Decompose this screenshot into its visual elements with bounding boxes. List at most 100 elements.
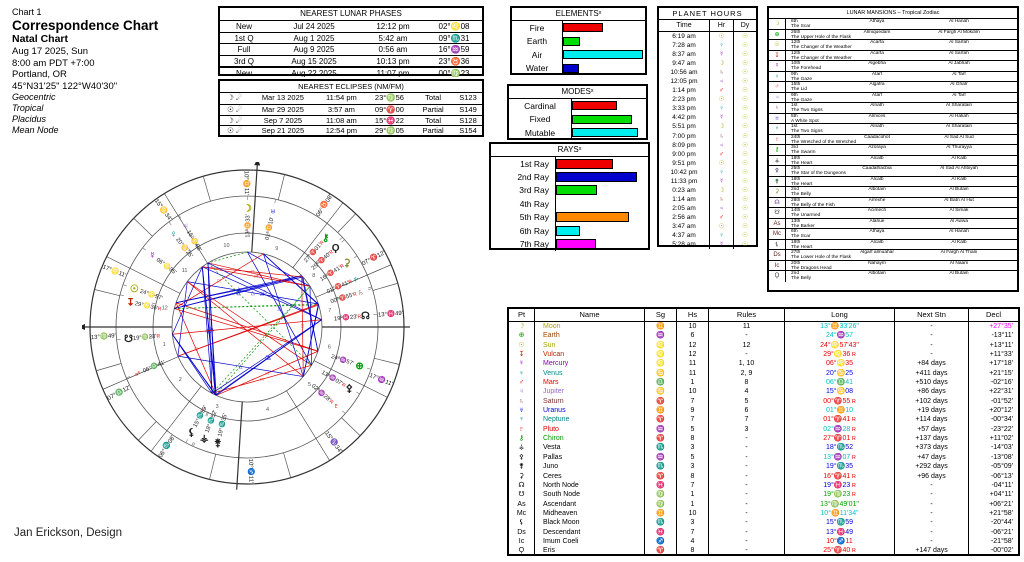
planet-sign-icon: ♋ [645,387,677,397]
mansion-arabic-name: Al Hakah [949,113,969,119]
planet-tick [192,442,196,447]
hour-time: 9:00 pm [659,149,710,159]
day-ruler-icon: ☉ [742,177,748,185]
mansion-name: Albotain [868,187,886,192]
bar-area [562,21,645,35]
square-aspect-icon: □ [217,279,220,285]
hour-ruler-icon: ♀ [710,104,734,114]
planet-next-station: +102 days [895,396,969,407]
mansion-point-icon: ☋ [769,208,786,218]
planet-tick [205,412,208,416]
eclipse-row: ☽ ☄ Mar 13 2025 11:54 pm 23°♍56 Total S123 [220,93,482,104]
sign-boundary [94,289,120,297]
mansion-meaning: The Changer of the Weather [791,55,852,60]
mansion-arabic-name: Al Awwa [949,218,969,224]
midheaven-arrow-icon [254,162,261,166]
hour-ruler-icon: ♃ [710,203,734,213]
moon-icon: ☽ [243,204,252,215]
planet-declination: -00°34' [990,416,1013,424]
sextile-aspect-line [172,266,203,335]
mansion-name: Athaya [869,19,885,24]
planet-tick [367,286,372,289]
planet-tick [317,388,321,392]
col-rules: Rules [709,309,785,321]
hour-ruler-icon: ♄ [710,194,734,204]
planet-rules: - [709,536,785,547]
planet-declination: -21°58' [990,537,1013,545]
square-aspect-icon: □ [257,272,260,278]
planet-name: Earth [535,331,645,341]
house-cusp [313,360,388,398]
elements-chart-title: ELEMENTSˣ [512,8,645,21]
lunar-mansions-table: ☽ 6th Athaya Al Hanah The Scar ⊕ 26th Almiqueda… [769,19,1017,282]
planet-sign-icon: ♓ [645,527,677,537]
hour-ruler-icon: ☿ [710,50,734,60]
mansion-point-icon: ♃ [769,92,786,102]
planet-tick [156,363,161,366]
square-aspect-icon: □ [301,324,304,330]
mansion-info: 18th Alcalb Al Kalb The Heart [786,240,1017,250]
planet-name: Vulcan [535,350,645,360]
trine-aspect-line [201,266,213,394]
planet-name: Chiron [535,434,645,444]
mansion-ordinal: 2nd [791,187,800,192]
planet-tick [191,442,194,446]
phase-name: New [235,22,252,31]
modes-row: Fixed [509,112,646,127]
planet-tick [122,284,127,287]
retrograde-marker: R [850,473,856,480]
hour-ruler-icon: ☿ [710,113,734,123]
planet-name: North Node [535,480,645,491]
mars-icon: ♂ [509,378,535,388]
day-ruler-icon: ☉ [742,123,748,131]
mansion-info: 6th Athaya Al Hanah The Scar [786,229,1017,239]
juno-icon: ⚵ [214,438,221,449]
mansion-name: Atarf [871,92,883,98]
sign-boundary [202,176,211,202]
mansion-row: ☽ 6th Athaya Al Hanah The Scar [769,19,1017,30]
mansion-point-icon: Ϙ [769,271,786,282]
planet-rules: - [709,434,785,444]
planet-sign-icon: ♌ [645,340,677,351]
day-ruler-icon: ☉ [742,222,748,230]
planet-row: Ϙ Eris ♈ 8-25°♈40 R +147 days -00°02' [509,546,1018,556]
mansion-info: 28th Arrexhe Al Batn Al Hut The Belly of th… [786,198,1017,208]
planet-next-station: - [895,331,969,341]
mansion-arabic-name: Al Kalb [951,155,967,161]
bar-value [556,225,580,236]
mansion-ordinal: 27th [791,250,801,255]
hour-ruler-icon: ☿ [710,240,734,250]
sign-boundary [133,218,153,237]
planet-name: South Node [535,490,645,500]
planet-declination: +22°31' [989,388,1013,396]
mansion-line1: 15th Algafra Al Ghafr [786,82,1017,87]
mansion-name: Acarfa [870,50,884,56]
planet-next-station: - [895,350,969,360]
planet-house: 7 [677,396,709,407]
planet-sign-icon: ♐ [645,536,677,547]
planet-house: 11 [677,359,709,369]
eris-icon: Ϙ [332,243,340,254]
mansion-name: Nahaym [868,260,886,266]
mansion-meaning: The Scar [791,24,811,29]
planet-tick [188,248,192,252]
mansion-point-icon: ♆ [769,124,786,134]
lunar-mansions-panel: LUNAR MANSIONS – Tropical Zodiac ☽ 6th Ath… [767,6,1019,292]
bar-area [555,197,648,211]
mansion-ordinal: 1st [791,103,798,108]
planet-longitude: 15°♋08 [785,387,895,397]
chiron-position-label: 27°♈01'R [302,238,326,264]
bar-value [563,36,580,46]
mansion-point-icon: ♂ [769,82,786,92]
planet-row: ☽ Moon ♊ 10 11 13°♊33'26" - +27°35' [509,322,1018,332]
south-node-icon: ☋ [509,490,535,500]
hour-time: 7:28 am [659,41,710,51]
planet-tick [274,199,276,204]
hour-ruler-icon: ☉ [710,221,734,232]
hour-time: 3:33 pm [659,104,710,114]
sign-boundary [96,363,122,372]
phase-name: 3rd Q [233,56,254,66]
col-name: Name [535,309,645,321]
bar-label: Air [531,49,543,60]
bar-value [572,128,638,138]
